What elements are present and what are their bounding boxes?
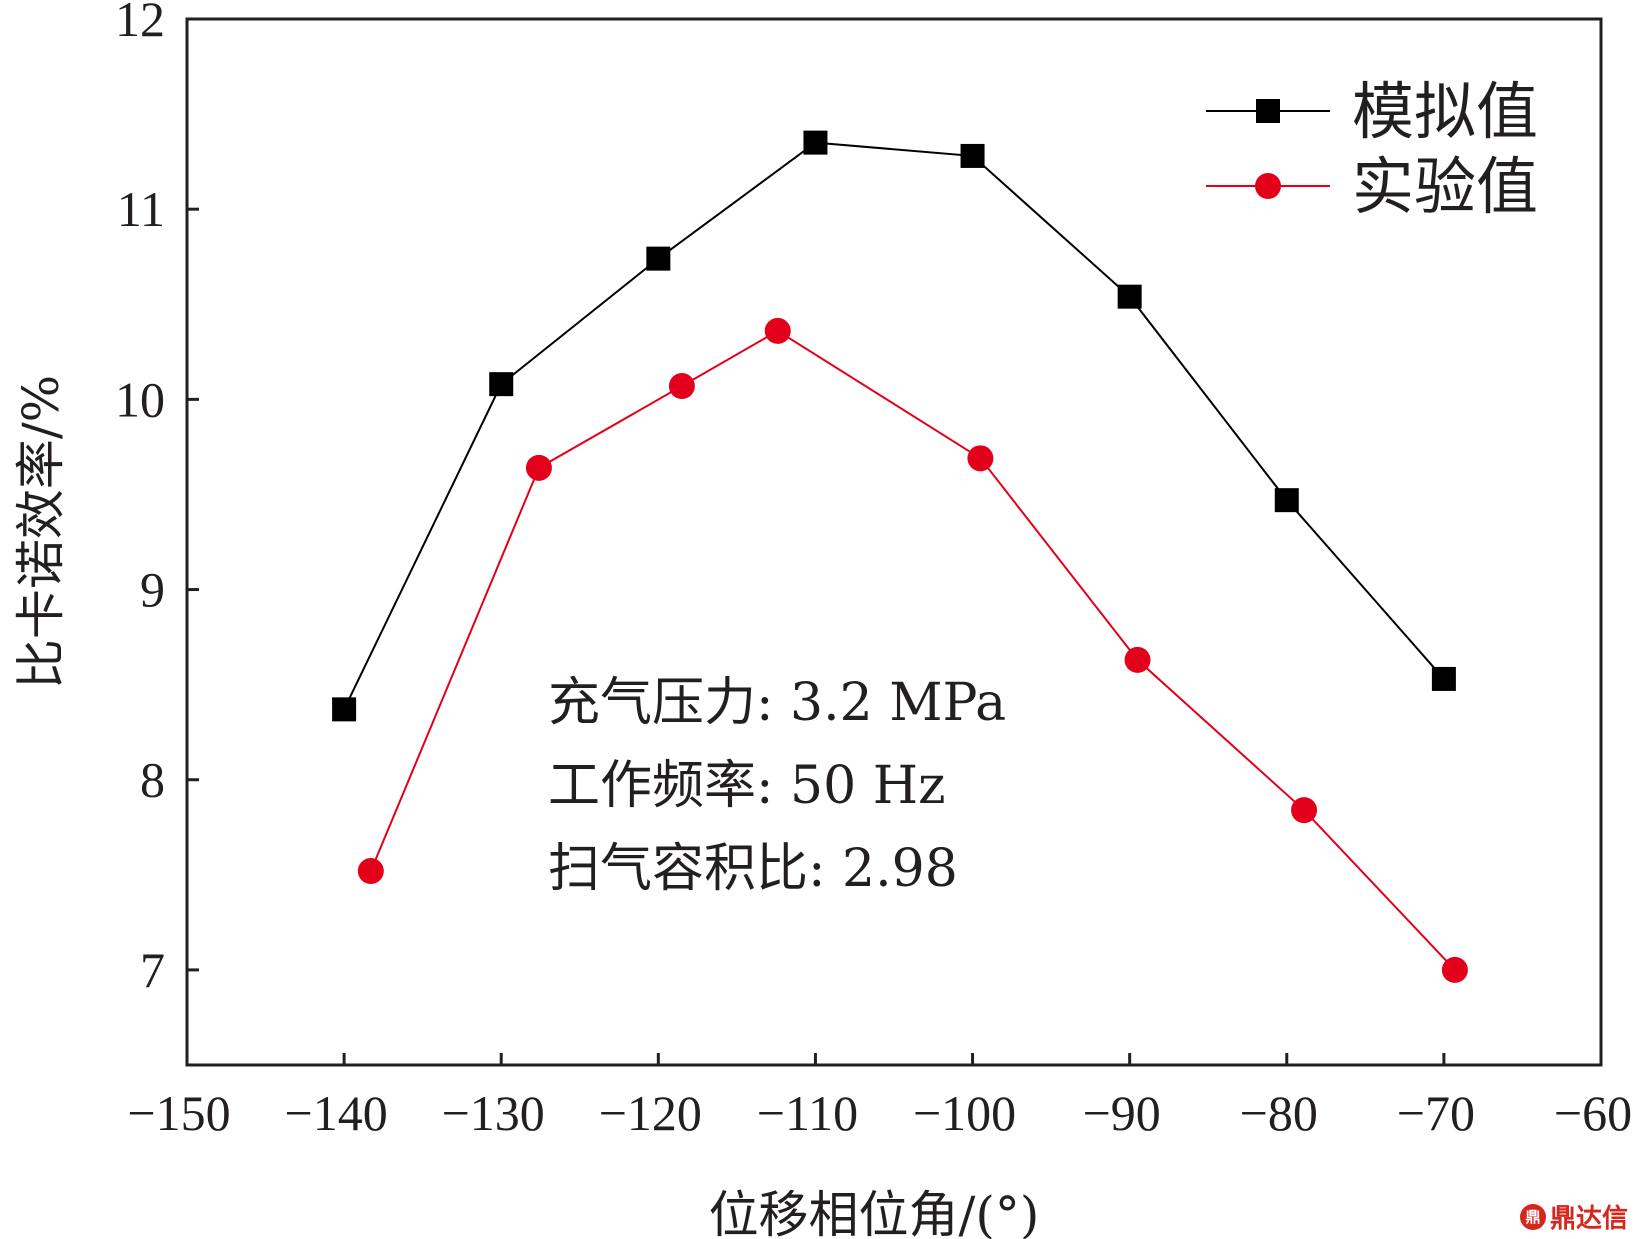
- y-tick-label: 11: [117, 181, 165, 237]
- data-point: [1117, 284, 1142, 309]
- data-point: [1291, 797, 1318, 824]
- watermark-text: 鼎达信: [1549, 1204, 1628, 1234]
- annotation-box: 充气压力: 3.2 MPa 工作频率: 50 Hz 扫气容积比: 2.98: [548, 673, 1006, 899]
- x-tick-label: −70: [1397, 1085, 1475, 1141]
- x-tick-label: −60: [1554, 1085, 1632, 1141]
- y-tick-label: 10: [115, 371, 165, 427]
- annotation-line: 工作频率: 50 Hz: [548, 756, 946, 816]
- y-axis-title: 比卡诺效率/%: [12, 375, 70, 689]
- y-tick-label: 8: [140, 752, 165, 808]
- legend-marker: [1255, 173, 1281, 199]
- data-point: [967, 445, 994, 472]
- data-point: [525, 454, 552, 481]
- data-point: [1441, 956, 1468, 983]
- legend-marker: [1256, 99, 1280, 123]
- y-tick-label: 7: [140, 942, 165, 998]
- y-tick-label: 12: [115, 0, 165, 47]
- annotation-line: 充气压力: 3.2 MPa: [548, 673, 1006, 733]
- data-point: [646, 246, 671, 271]
- series-line: [369, 329, 1456, 971]
- series-layer: [332, 130, 1468, 983]
- plot-frame: [185, 17, 1603, 1067]
- legend-label: 实验值: [1352, 150, 1538, 223]
- data-point: [764, 317, 791, 344]
- x-tick-label: −150: [127, 1085, 230, 1141]
- series-line: [343, 141, 1445, 710]
- data-point: [1124, 646, 1151, 673]
- x-tick-label: −120: [599, 1085, 702, 1141]
- data-point: [1431, 666, 1456, 691]
- legend-label: 模拟值: [1352, 75, 1538, 148]
- x-tick-label: −90: [1083, 1085, 1161, 1141]
- data-point: [489, 372, 514, 397]
- data-point: [668, 373, 695, 400]
- watermark-logo-icon: 鼎: [1519, 1203, 1546, 1230]
- series-experimental: [357, 317, 1468, 983]
- x-tick-label: −140: [285, 1085, 388, 1141]
- data-point: [1274, 488, 1299, 513]
- data-point: [960, 143, 985, 168]
- watermark: 鼎 鼎达信: [1519, 1198, 1628, 1235]
- x-axis-title: 位移相位角/(°): [709, 1186, 1040, 1239]
- data-point: [357, 858, 384, 885]
- x-tick-label: −110: [757, 1085, 858, 1141]
- y-tick-label: 9: [140, 562, 165, 618]
- annotation-line: 扫气容积比: 2.98: [548, 839, 958, 899]
- data-point: [332, 697, 357, 722]
- x-tick-label: −80: [1240, 1085, 1318, 1141]
- data-point: [803, 130, 828, 155]
- x-tick-label: −100: [913, 1085, 1016, 1141]
- series-simulated: [332, 130, 1456, 722]
- x-tick-label: −130: [442, 1085, 545, 1141]
- axes-layer: −150 −140 −130 −120 −110 −100 −90 −80 −70 −60 7 8 9 1…: [12, 0, 1632, 1239]
